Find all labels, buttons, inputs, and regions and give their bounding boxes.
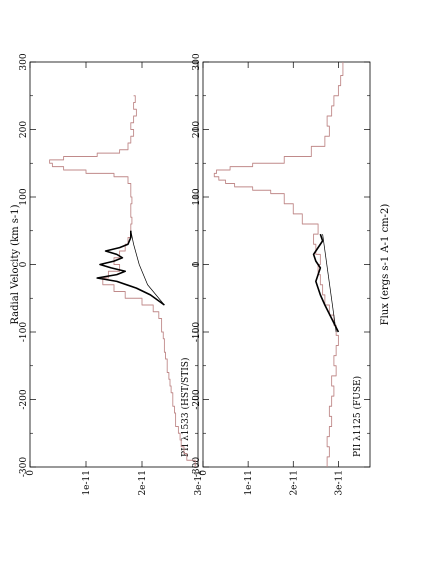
- y-tick-label-bottom-3: 3e-11: [194, 470, 204, 496]
- y-tick-label-bottom-2: 2e-11: [138, 470, 148, 496]
- continuum-spectrum-top: [322, 234, 337, 333]
- x-tick-label-bottom-3: 0: [19, 261, 29, 267]
- x-tick-label-bottom-0: -300: [19, 457, 29, 477]
- y-axis-label: Flux (ergs s-1 A-1 cm-2): [380, 204, 391, 326]
- y-tick-label-top-2: 2e-11: [289, 470, 299, 496]
- y-tick-label-top-3: 3e-11: [334, 470, 344, 496]
- x-tick-label-bottom-4: 100: [19, 188, 29, 205]
- x-tick-label-bottom-1: -200: [19, 389, 29, 409]
- rotated-plot-group: -300 -200 -100 0 100 200 300 0 1e-11 2e-11 3e-11 PI…: [10, 53, 391, 495]
- y-tick-label-top-0: 0: [199, 470, 209, 476]
- y-tick-label-bottom-0: 0: [26, 470, 36, 476]
- x-tick-label-bottom-6: 300: [19, 53, 29, 70]
- continuum-spectrum-bottom: [130, 230, 165, 306]
- panel-p-1533: -300 -200 -100 0 100 200 300 0 1e-11 2e-11 3e-11 PI…: [19, 53, 204, 495]
- x-axis-label: Radial Velocity (km s-1): [10, 204, 21, 324]
- observed-spectrum-top: [213, 62, 344, 467]
- model-spectrum-bottom: [96, 230, 165, 306]
- y-tick-label-bottom-1: 1e-11: [82, 470, 92, 496]
- observed-spectrum-bottom: [49, 95, 196, 467]
- y-tick-label-top-1: 1e-11: [244, 470, 254, 496]
- plot-frame-top: [202, 61, 371, 468]
- panel-label-bottom: PII λ1533 (HST/STIS): [180, 358, 191, 457]
- model-spectrum-top: [312, 233, 340, 333]
- panel-label-top: PII λ1125 (FUSE): [352, 376, 363, 457]
- x-tick-label-bottom-2: -100: [19, 322, 29, 342]
- x-tick-label-bottom-5: 200: [19, 121, 29, 138]
